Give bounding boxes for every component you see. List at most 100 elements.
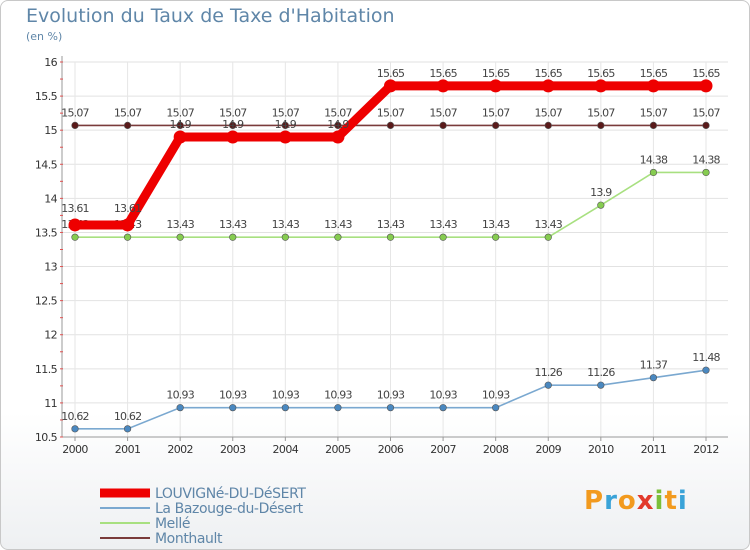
data-point bbox=[544, 121, 552, 130]
data-point bbox=[702, 121, 710, 130]
data-point bbox=[597, 381, 605, 389]
y-tick-label: 10.5 bbox=[35, 431, 58, 444]
y-tick-label: 14.5 bbox=[35, 158, 58, 171]
data-label: 10.62 bbox=[114, 410, 142, 423]
data-label: 13.43 bbox=[272, 218, 300, 231]
data-label: 11.37 bbox=[640, 359, 668, 372]
data-label: 10.62 bbox=[61, 410, 89, 423]
y-tick-label: 11 bbox=[44, 397, 57, 410]
data-point bbox=[229, 121, 237, 130]
x-tick-label: 2004 bbox=[273, 443, 299, 456]
legend-label: Mellé bbox=[155, 516, 190, 532]
data-label: 13.61 bbox=[114, 202, 142, 215]
data-label: 15.65 bbox=[377, 67, 405, 80]
data-point bbox=[439, 121, 447, 130]
logo-letter: o bbox=[617, 486, 637, 516]
x-tick-label: 2010 bbox=[588, 443, 614, 456]
data-point bbox=[331, 130, 345, 144]
data-label: 15.07 bbox=[429, 106, 457, 119]
x-tick-label: 2005 bbox=[325, 443, 351, 456]
data-point bbox=[439, 404, 447, 412]
data-point bbox=[597, 201, 605, 209]
data-point bbox=[123, 233, 132, 241]
data-point bbox=[278, 130, 292, 144]
data-point bbox=[121, 218, 135, 232]
data-label: 13.43 bbox=[482, 218, 510, 231]
data-point bbox=[123, 425, 132, 433]
x-tick-label: 2012 bbox=[693, 443, 719, 456]
data-label: 15.07 bbox=[114, 106, 142, 119]
data-label: 14.38 bbox=[692, 153, 720, 166]
data-label: 15.07 bbox=[324, 106, 352, 119]
logo-letter: x bbox=[636, 486, 655, 516]
data-point bbox=[544, 233, 552, 241]
data-point bbox=[281, 121, 289, 130]
data-label: 11.26 bbox=[535, 366, 563, 379]
data-label: 15.65 bbox=[429, 67, 457, 80]
data-point bbox=[176, 233, 184, 241]
data-label: 14.38 bbox=[640, 153, 668, 166]
data-label: 10.93 bbox=[377, 389, 405, 402]
data-point bbox=[71, 425, 79, 433]
data-label: 10.93 bbox=[429, 389, 457, 402]
data-label: 14.9 bbox=[170, 118, 192, 131]
data-label: 14.9 bbox=[222, 118, 244, 131]
data-label: 13.43 bbox=[166, 218, 194, 231]
data-point bbox=[439, 233, 447, 241]
data-label: 10.93 bbox=[219, 389, 247, 402]
x-tick-label: 2006 bbox=[378, 443, 404, 456]
data-label: 15.07 bbox=[377, 106, 405, 119]
data-label: 15.65 bbox=[692, 67, 720, 80]
data-point bbox=[386, 233, 395, 241]
data-point bbox=[492, 121, 500, 130]
logo-letter: i bbox=[677, 486, 688, 516]
data-point bbox=[334, 233, 342, 241]
data-point bbox=[646, 79, 660, 93]
y-tick-label: 15.5 bbox=[35, 90, 58, 103]
data-point bbox=[71, 121, 79, 130]
data-label: 15.07 bbox=[587, 106, 615, 119]
legend-label: LOUVIGNé-DU-DéSERT bbox=[155, 486, 306, 502]
y-tick-label: 15 bbox=[44, 124, 57, 137]
data-label: 14.9 bbox=[327, 118, 349, 131]
proxiti-logo: Proxiti bbox=[584, 486, 688, 516]
x-tick-label: 2000 bbox=[62, 443, 88, 456]
legend-label: La Bazouge-du-Désert bbox=[155, 501, 304, 517]
data-label: 10.93 bbox=[272, 389, 300, 402]
data-point bbox=[176, 404, 184, 412]
data-point bbox=[541, 79, 555, 93]
legend-label: Monthault bbox=[155, 531, 223, 547]
data-label: 15.07 bbox=[166, 106, 194, 119]
x-tick-label: 2009 bbox=[535, 443, 561, 456]
logo-letter: r bbox=[604, 486, 618, 516]
data-label: 15.07 bbox=[61, 106, 89, 119]
data-label: 15.65 bbox=[482, 67, 510, 80]
data-point bbox=[281, 233, 289, 241]
data-point bbox=[386, 121, 395, 130]
data-label: 11.48 bbox=[692, 351, 720, 364]
data-point bbox=[649, 168, 658, 177]
data-point bbox=[176, 121, 184, 130]
y-tick-label: 16 bbox=[44, 56, 57, 69]
data-label: 13.43 bbox=[377, 218, 405, 231]
data-label: 15.65 bbox=[640, 67, 668, 80]
y-tick-label: 14 bbox=[44, 192, 57, 205]
data-label: 15.07 bbox=[272, 106, 300, 119]
data-point bbox=[699, 79, 713, 93]
data-point bbox=[597, 121, 605, 130]
chart-title: Evolution du Taux de Taxe d'Habitation bbox=[26, 5, 395, 27]
x-tick-label: 2008 bbox=[483, 443, 509, 456]
data-label: 10.93 bbox=[324, 389, 352, 402]
x-tick-label: 2002 bbox=[167, 443, 193, 456]
x-tick-label: 2001 bbox=[115, 443, 141, 456]
data-label: 10.93 bbox=[482, 389, 510, 402]
data-label: 11.26 bbox=[587, 366, 615, 379]
data-point bbox=[68, 218, 82, 232]
x-tick-label: 2011 bbox=[641, 443, 667, 456]
data-label: 13.9 bbox=[590, 186, 612, 199]
data-point bbox=[702, 366, 710, 374]
y-tick-label: 12 bbox=[44, 329, 57, 342]
data-label: 13.61 bbox=[61, 202, 89, 215]
